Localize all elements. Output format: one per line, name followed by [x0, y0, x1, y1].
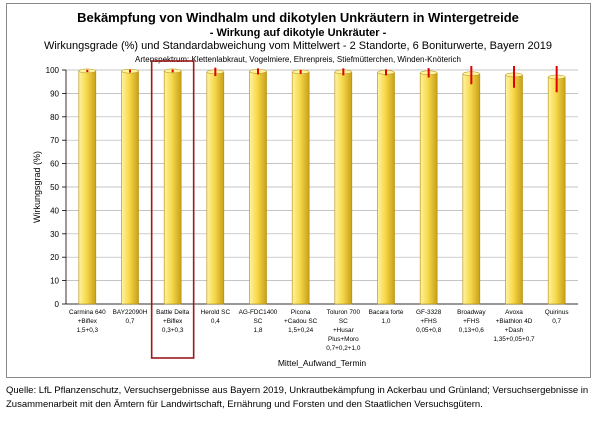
x-tick-label: +FHS [463, 318, 480, 325]
bar [206, 71, 225, 305]
y-tick-label: 60 [50, 160, 59, 169]
source-note: Quelle: LfL Pflanzenschutz, Versuchserge… [6, 385, 589, 410]
x-tick-label: +Biathlon 4D [496, 318, 533, 325]
x-tick-label: 1,5+0,24 [288, 327, 313, 334]
x-tick-label: 0,05+0,8 [416, 327, 441, 334]
y-axis-label: Wirkungsgrad (%) [32, 151, 42, 223]
x-tick-label: 0,7 [126, 318, 135, 325]
x-tick-label: GF-3328 [416, 309, 442, 316]
x-tick-label: SC [254, 318, 263, 325]
x-tick-label: AG-FDC1400 [239, 309, 278, 316]
x-tick-label: Quirinus [545, 309, 569, 316]
x-tick-label: Toluron 700 [327, 309, 361, 316]
x-tick-label: 1,8 [254, 327, 263, 334]
x-tick-label: Battle Delta [156, 309, 189, 316]
bar [163, 70, 182, 305]
y-tick-label: 80 [50, 113, 59, 122]
x-tick-label: +Dash [505, 327, 524, 334]
x-tick-label: Herold SC [201, 309, 231, 316]
y-tick-label: 40 [50, 206, 59, 215]
x-tick-label: SC [339, 318, 348, 325]
bar [291, 71, 310, 305]
y-tick-label: 30 [50, 230, 59, 239]
highlight-box [150, 60, 195, 359]
bar [78, 70, 97, 305]
x-tick-label: Picona [291, 309, 311, 316]
bar [334, 71, 353, 305]
x-tick-label: 0,7 [552, 318, 561, 325]
x-tick-label: 1,0 [382, 318, 391, 325]
bar [505, 74, 523, 305]
x-tick-label: Carmina 640 [69, 309, 106, 316]
y-tick-label: 0 [55, 300, 60, 309]
y-tick-label: 20 [50, 253, 59, 262]
x-tick-label: +Biflex [163, 318, 183, 325]
x-tick-label: Broadway [457, 309, 486, 316]
bar [377, 72, 395, 305]
chart-note: Artenspektrum: Klettenlabkraut, Vogelmie… [135, 55, 461, 64]
y-tick-label: 100 [46, 66, 60, 75]
x-tick-label: +Cadou SC [284, 318, 318, 325]
x-tick-label: Bacara forte [369, 309, 404, 316]
x-tick-label: +FHS [420, 318, 437, 325]
bar [462, 73, 481, 305]
x-tick-label: 0,3+0,3 [162, 327, 184, 334]
x-tick-label: +Biflex [78, 318, 98, 325]
x-tick-label: +Husar [333, 327, 355, 334]
bar [121, 70, 139, 305]
x-tick-label: 0,7+0,2+1,0 [326, 345, 361, 352]
y-tick-label: 50 [50, 183, 59, 192]
x-tick-label: Avoxa [505, 309, 523, 316]
x-tick-label: 1,35+0,05+0,7 [493, 336, 535, 343]
x-tick-label: BAY22090H [113, 309, 148, 316]
y-tick-label: 70 [50, 136, 59, 145]
bar [419, 72, 438, 305]
chart-subtitle: - Wirkung auf dikotyle Unkräuter - [209, 27, 387, 39]
x-tick-label: 0,13+0,6 [459, 327, 484, 334]
x-axis-label: Mittel_Aufwand_Termin [278, 358, 367, 368]
bar [249, 71, 267, 305]
x-tick-label: 1,5+0,3 [77, 327, 99, 334]
y-tick-label: 10 [50, 277, 59, 286]
x-tick-label: 0,4 [211, 318, 220, 325]
chart-subtitle-2: Wirkungsgrade (%) und Standardabweichung… [43, 40, 553, 52]
x-tick-label: Plus+Moro [328, 336, 359, 343]
bar [547, 76, 566, 305]
chart-title: Bekämpfung von Windhalm und dikotylen Un… [77, 10, 519, 25]
y-tick-label: 90 [50, 89, 59, 98]
